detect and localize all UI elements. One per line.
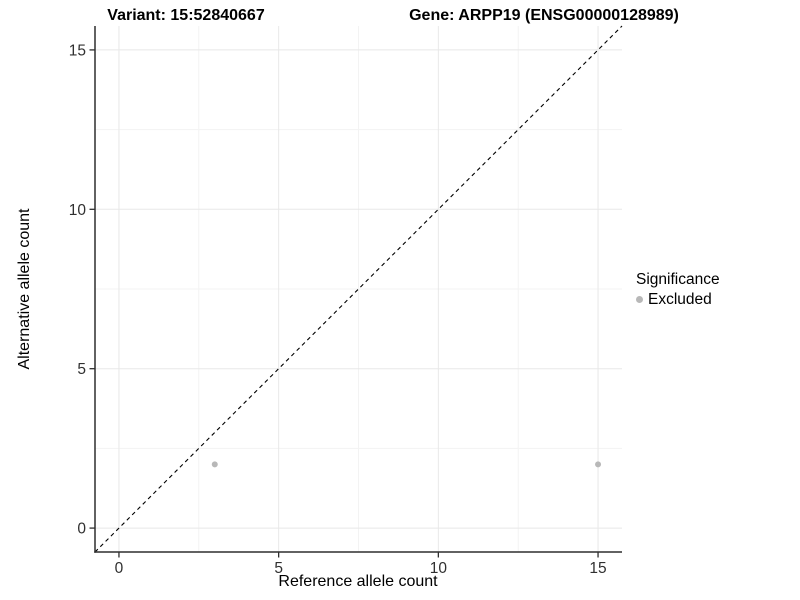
legend-items: Excluded bbox=[636, 290, 720, 309]
x-tick-label: 5 bbox=[274, 560, 283, 577]
legend-point-icon bbox=[636, 296, 643, 303]
x-axis-title: Reference allele count bbox=[278, 573, 438, 590]
plot-title-variant: Variant: 15:52840667 bbox=[107, 7, 265, 24]
legend-item-label: Excluded bbox=[648, 291, 712, 308]
legend: Significance Excluded bbox=[636, 270, 720, 309]
data-point bbox=[211, 461, 218, 468]
x-tick-label: 0 bbox=[115, 560, 124, 577]
legend-item: Excluded bbox=[636, 290, 720, 309]
y-tick-label: 10 bbox=[69, 202, 87, 219]
y-tick-label: 15 bbox=[69, 42, 86, 59]
legend-title: Significance bbox=[636, 271, 720, 288]
y-tick-label: 5 bbox=[77, 361, 86, 378]
x-tick-label: 10 bbox=[430, 560, 448, 577]
plot-title-gene: Gene: ARPP19 (ENSG00000128989) bbox=[409, 7, 679, 24]
x-tick-label: 15 bbox=[589, 560, 606, 577]
y-axis-title: Alternative allele count bbox=[16, 208, 33, 370]
data-point bbox=[595, 461, 602, 468]
y-tick-label: 0 bbox=[77, 521, 86, 538]
